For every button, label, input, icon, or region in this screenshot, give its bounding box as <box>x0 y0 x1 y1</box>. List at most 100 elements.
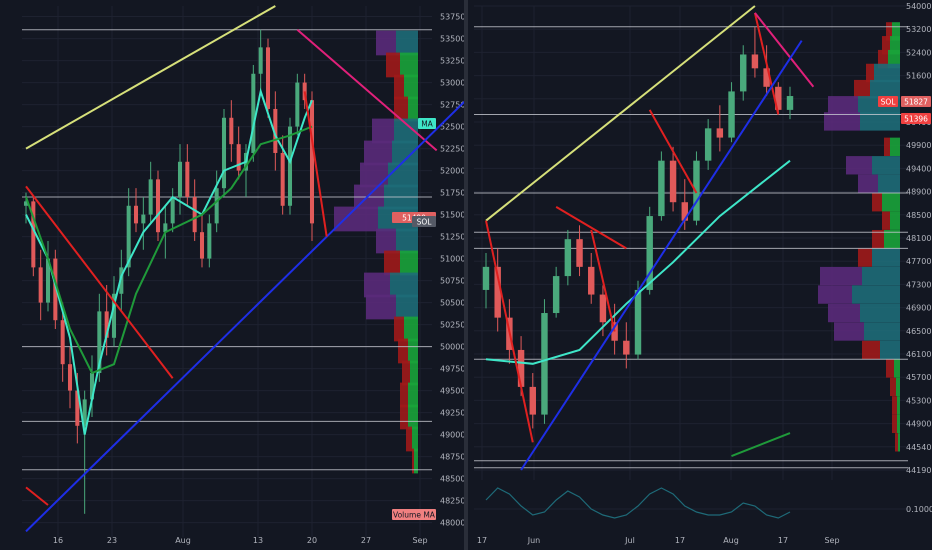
candle[interactable] <box>221 117 227 189</box>
candle[interactable] <box>541 313 548 415</box>
candle[interactable] <box>185 161 190 197</box>
moving-average-line[interactable] <box>485 159 791 365</box>
left-chart-panel[interactable]: 53750 53500 53250 53000 52750 52500 52250 52000… <box>22 5 467 545</box>
candle[interactable] <box>133 205 139 224</box>
candle[interactable] <box>170 196 175 224</box>
moving-average-line[interactable] <box>25 87 313 435</box>
candle[interactable] <box>60 320 65 365</box>
panel-divider[interactable] <box>464 0 468 550</box>
candle[interactable] <box>53 258 58 321</box>
candle[interactable] <box>728 91 735 138</box>
candle[interactable] <box>82 399 87 426</box>
candle[interactable] <box>236 144 241 171</box>
candle[interactable] <box>287 126 293 206</box>
candle[interactable] <box>23 201 29 206</box>
candle[interactable] <box>623 340 630 355</box>
candle[interactable] <box>751 54 759 69</box>
candle[interactable] <box>646 216 653 290</box>
candle[interactable] <box>89 372 95 400</box>
candle[interactable] <box>658 160 665 217</box>
candle[interactable] <box>229 117 234 145</box>
price-label-box[interactable] <box>418 118 436 129</box>
candle[interactable] <box>45 258 51 303</box>
y-tick-label: 44900 <box>906 420 931 429</box>
candle[interactable] <box>163 223 168 233</box>
candle[interactable] <box>67 364 73 391</box>
volume-profile-up <box>392 140 418 166</box>
candle[interactable] <box>38 267 43 303</box>
trend-line[interactable] <box>520 40 803 471</box>
trend-line[interactable] <box>303 91 328 237</box>
right-chart-panel[interactable]: 5400053200524005160050800504004990049400… <box>474 2 932 545</box>
candle[interactable] <box>141 214 146 224</box>
volume-profile-down <box>824 112 860 131</box>
candle[interactable] <box>740 54 747 92</box>
candle[interactable] <box>119 267 124 294</box>
candle[interactable] <box>207 223 212 259</box>
candle[interactable] <box>31 201 36 268</box>
candle[interactable] <box>576 239 583 267</box>
candle[interactable] <box>295 82 300 127</box>
volume-profile-up <box>408 338 418 364</box>
price-label-box[interactable] <box>901 113 931 124</box>
candle[interactable] <box>258 47 263 74</box>
trend-line[interactable] <box>754 12 815 88</box>
candle[interactable] <box>517 349 525 387</box>
candle[interactable] <box>529 386 536 415</box>
candle[interactable] <box>786 96 794 110</box>
candle[interactable] <box>599 294 607 323</box>
candle[interactable] <box>214 188 219 224</box>
candle[interactable] <box>155 179 161 233</box>
candle[interactable] <box>482 266 490 290</box>
price-label-box[interactable] <box>901 96 931 107</box>
trend-line[interactable] <box>648 109 698 194</box>
candle[interactable] <box>564 239 572 277</box>
trend-line[interactable] <box>25 486 49 506</box>
volume-profile-down <box>372 118 394 144</box>
trend-line[interactable] <box>25 5 276 150</box>
trend-line[interactable] <box>485 220 534 443</box>
candle[interactable] <box>280 152 285 206</box>
trend-line[interactable] <box>590 229 616 332</box>
candle[interactable] <box>177 161 183 197</box>
candle[interactable] <box>265 47 271 109</box>
candle[interactable] <box>716 128 724 138</box>
candle[interactable] <box>251 73 256 153</box>
price-label-box[interactable] <box>878 96 898 107</box>
moving-average-line[interactable] <box>731 432 791 458</box>
candle[interactable] <box>104 311 109 338</box>
candle[interactable] <box>552 276 560 314</box>
candle[interactable] <box>611 322 618 341</box>
y-tick-label: 48250 <box>440 497 465 506</box>
candle[interactable] <box>309 100 315 224</box>
price-label-box[interactable] <box>412 216 436 227</box>
candle[interactable] <box>494 266 501 318</box>
volume-profile-up <box>890 36 900 55</box>
candle[interactable] <box>97 311 102 373</box>
candle[interactable] <box>775 86 782 110</box>
y-tick-label: 49250 <box>440 409 465 418</box>
candle[interactable] <box>588 266 595 295</box>
candle[interactable] <box>192 196 197 233</box>
candle[interactable] <box>75 390 80 426</box>
candle[interactable] <box>669 160 677 203</box>
candle[interactable] <box>148 179 153 215</box>
candle[interactable] <box>681 202 688 221</box>
price-label-box[interactable] <box>392 509 436 520</box>
candle[interactable] <box>693 160 700 221</box>
trend-line[interactable] <box>296 29 438 152</box>
candle[interactable] <box>199 232 205 259</box>
candle[interactable] <box>704 128 712 161</box>
trend-line[interactable] <box>25 185 174 379</box>
candle[interactable] <box>111 293 117 338</box>
trend-line[interactable] <box>25 99 467 533</box>
trend-line[interactable] <box>485 5 756 222</box>
candle[interactable] <box>273 108 278 153</box>
candle[interactable] <box>126 205 131 268</box>
y-tick-label: 47300 <box>906 280 931 289</box>
candle[interactable] <box>634 289 642 355</box>
moving-average-line[interactable] <box>25 125 313 375</box>
candle[interactable] <box>763 68 770 87</box>
trend-line[interactable] <box>753 12 780 115</box>
trend-line[interactable] <box>555 205 627 250</box>
